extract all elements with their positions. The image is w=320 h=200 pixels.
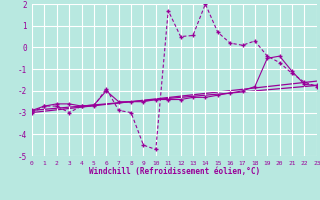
X-axis label: Windchill (Refroidissement éolien,°C): Windchill (Refroidissement éolien,°C) [89, 167, 260, 176]
